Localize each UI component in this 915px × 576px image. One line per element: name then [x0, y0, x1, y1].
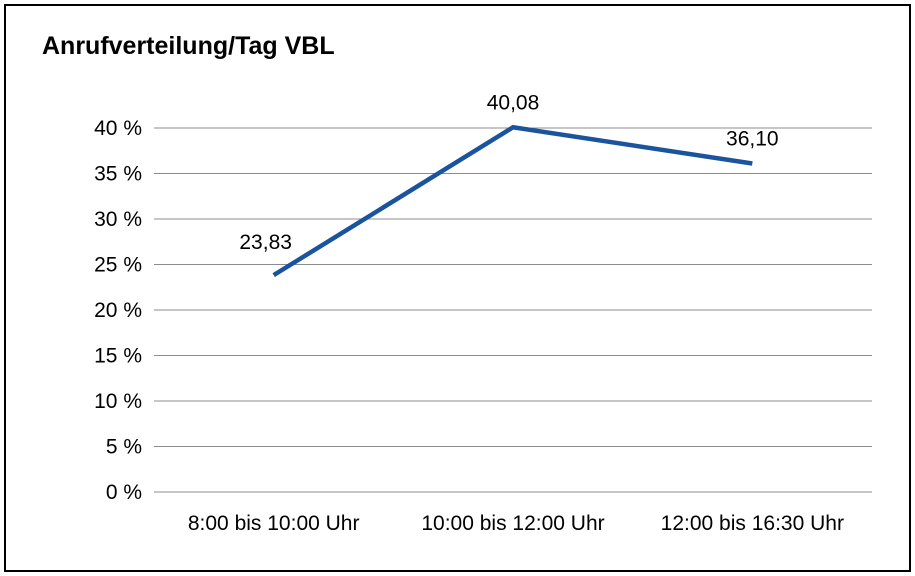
x-tick-label: 8:00 bis 10:00 Uhr	[188, 512, 360, 535]
y-tick-label: 30 %	[94, 208, 142, 231]
x-tick-label: 12:00 bis 16:30 Uhr	[661, 512, 844, 535]
y-tick-label: 5 %	[106, 436, 142, 459]
y-tick-label: 0 %	[106, 481, 142, 504]
y-tick-label: 10 %	[94, 390, 142, 413]
data-label: 36,10	[726, 127, 779, 150]
line-chart: 0 % 5 % 10 % 15 % 20 % 25 % 30 % 35 % 40 % 8:00 b…	[94, 91, 872, 535]
y-tick-label: 35 %	[94, 163, 142, 186]
y-tick-label: 40 %	[94, 117, 142, 140]
chart-title: Anrufverteilung/Tag VBL	[42, 32, 335, 60]
chart-frame: Anrufverteilung/Tag VBL 0 % 5 % 10 % 15 % 20…	[4, 4, 911, 572]
x-tick-label: 10:00 bis 12:00 Uhr	[421, 512, 604, 535]
y-tick-label: 20 %	[94, 299, 142, 322]
y-tick-label: 15 %	[94, 345, 142, 368]
data-label: 40,08	[487, 91, 540, 114]
y-tick-label: 25 %	[94, 254, 142, 277]
data-line	[272, 124, 753, 278]
data-label: 23,83	[239, 231, 292, 254]
